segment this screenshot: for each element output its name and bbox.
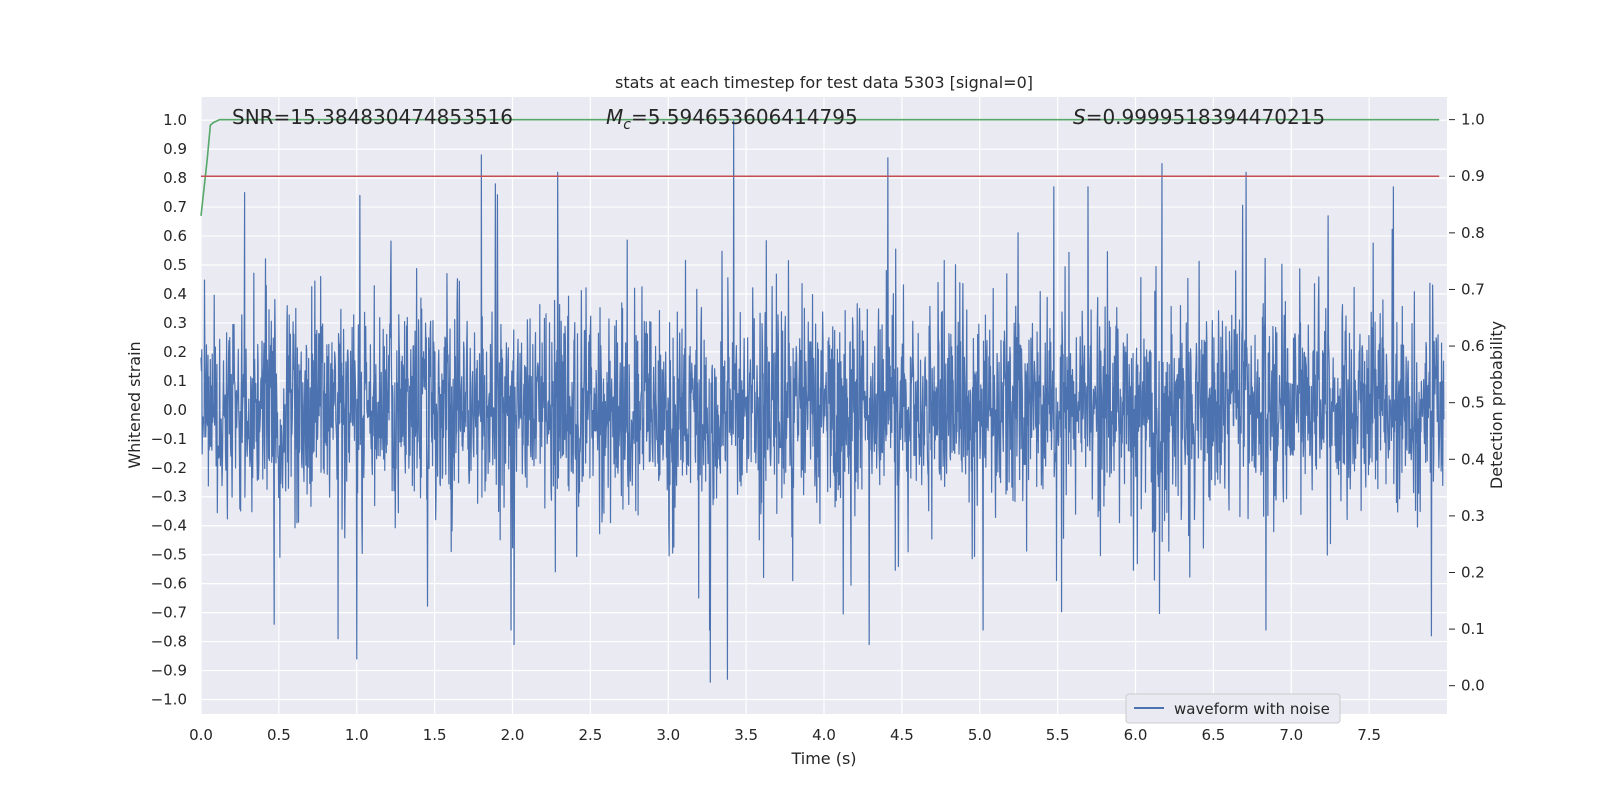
detection-probability-line: [200, 118, 1440, 216]
y-tick-label-19: −0.9: [151, 662, 187, 680]
legend-box: [1125, 693, 1341, 724]
y-tick-label-5: 0.5: [163, 256, 187, 274]
snr-annotation: SNR=15.384830474853516: [232, 105, 513, 129]
y-axis-label: Whitened strain: [125, 341, 144, 468]
y-right-tick-labels: 1.0 0.9 0.8 0.7 0.6 0.5 0.4 0.3 0.2 0.1 0.0: [1449, 111, 1485, 695]
y-right-tick-label-1: 0.9: [1461, 167, 1485, 185]
right-axis-series: [200, 118, 1440, 216]
y-right-tick-label-4: 0.6: [1461, 337, 1485, 355]
y-tick-label-8: 0.2: [163, 343, 187, 361]
x-tick-label-14: 7.0: [1279, 726, 1303, 744]
waveform-series: [200, 119, 1445, 683]
s-value: =0.9999518394470215: [1086, 105, 1325, 129]
y-tick-label-1: 0.9: [163, 140, 187, 158]
y-tick-label-10: 0.0: [163, 401, 187, 419]
y-right-tick-label-9: 0.1: [1461, 620, 1485, 638]
y-tick-label-3: 0.7: [163, 198, 187, 216]
y-right-tick-label-6: 0.4: [1461, 450, 1485, 468]
x-tick-label-15: 7.5: [1357, 726, 1381, 744]
y-tick-label-11: −0.1: [151, 430, 187, 448]
y-tick-label-6: 0.4: [163, 285, 187, 303]
y-tick-label-15: −0.5: [151, 546, 187, 564]
y-tick-label-13: −0.3: [151, 488, 187, 506]
x-tick-label-1: 0.5: [267, 726, 291, 744]
x-tick-label-9: 4.5: [890, 726, 914, 744]
s-annotation: S=0.9999518394470215: [1073, 105, 1325, 129]
chart-title: stats at each timestep for test data 530…: [615, 73, 1033, 92]
x-tick-label-10: 5.0: [968, 726, 992, 744]
y-right-tick-label-5: 0.5: [1461, 394, 1485, 412]
y-tick-label-18: −0.8: [151, 633, 187, 651]
chirp-mass-subscript: c: [623, 117, 631, 133]
y-right-tick-label-7: 0.3: [1461, 507, 1485, 525]
x-tick-labels: 0.0 0.5 1.0 1.5 2.0 2.5 3.0 3.5 4.0 4.5 5.0 5.5 6.0 6…: [189, 726, 1381, 744]
y-tick-label-0: 1.0: [163, 111, 187, 129]
y-tick-label-4: 0.6: [163, 227, 187, 245]
y-right-tick-label-0: 1.0: [1461, 111, 1485, 129]
x-tick-label-8: 4.0: [812, 726, 836, 744]
x-tick-label-6: 3.0: [656, 726, 680, 744]
y-tick-label-9: 0.1: [163, 372, 187, 390]
x-tick-label-5: 2.5: [578, 726, 602, 744]
x-tick-label-4: 2.0: [501, 726, 525, 744]
chirp-mass-annotation: Mc=5.594653606414795: [606, 105, 858, 133]
x-tick-label-13: 6.5: [1201, 726, 1225, 744]
x-tick-label-0: 0.0: [189, 726, 213, 744]
x-tick-label-12: 6.0: [1124, 726, 1148, 744]
x-tick-label-2: 1.0: [345, 726, 369, 744]
s-symbol: S: [1073, 105, 1086, 129]
x-tick-label-3: 1.5: [423, 726, 447, 744]
y-tick-label-20: −1.0: [151, 691, 187, 709]
legend: waveform with noise: [1125, 693, 1341, 724]
y-tick-label-12: −0.2: [151, 459, 187, 477]
x-tick-label-7: 3.5: [734, 726, 758, 744]
y-right-axis-label: Detection probability: [1487, 321, 1506, 489]
y-tick-label-2: 0.8: [163, 169, 187, 187]
legend-label: waveform with noise: [1174, 700, 1330, 718]
y-tick-labels: 1.0 0.9 0.8 0.7 0.6 0.5 0.4 0.3 0.2 0.1 0.0 −0.1 −0.…: [151, 111, 187, 708]
y-tick-label-7: 0.3: [163, 314, 187, 332]
chirp-mass-value: =5.594653606414795: [631, 105, 858, 129]
y-tick-label-14: −0.4: [151, 517, 187, 535]
waveform-line: [200, 119, 1445, 683]
x-axis-label: Time (s): [790, 749, 856, 768]
chirp-mass-symbol: M: [606, 105, 623, 129]
y-tick-label-16: −0.6: [151, 575, 187, 593]
y-right-tick-label-2: 0.8: [1461, 224, 1485, 242]
y-tick-label-17: −0.7: [151, 604, 187, 622]
y-right-tick-label-3: 0.7: [1461, 280, 1485, 298]
y-right-tick-label-10: 0.0: [1461, 677, 1485, 695]
x-tick-label-11: 5.5: [1046, 726, 1070, 744]
y-right-tick-label-8: 0.2: [1461, 563, 1485, 581]
